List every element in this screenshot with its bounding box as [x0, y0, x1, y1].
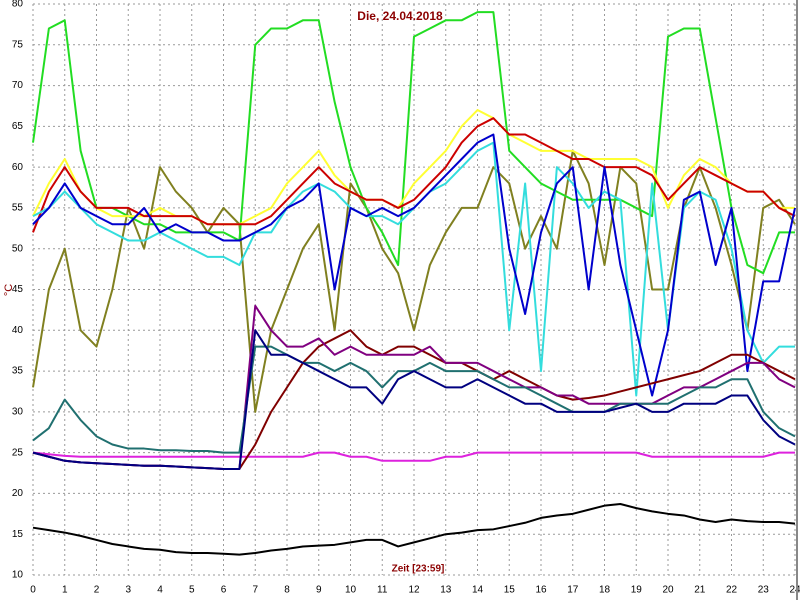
y-tick-label: 20 — [12, 488, 24, 499]
x-tick-label: 14 — [472, 585, 484, 596]
series-line — [32, 503, 796, 556]
x-tick-label: 20 — [662, 585, 674, 596]
series-line — [32, 109, 795, 226]
y-tick-label: 75 — [12, 39, 24, 50]
x-tick-label: 0 — [30, 585, 36, 596]
y-tick-label: 15 — [12, 529, 24, 540]
x-tick-label: 10 — [345, 585, 357, 596]
y-tick-label: 65 — [12, 121, 24, 132]
y-axis-label: °C — [3, 284, 15, 296]
x-tick-label: 13 — [440, 585, 452, 596]
series-line — [32, 11, 795, 275]
series-line — [32, 133, 796, 397]
series-line — [32, 451, 795, 462]
x-tick-label: 2 — [94, 585, 100, 596]
x-tick-label: 17 — [567, 585, 579, 596]
x-tick-label: 9 — [316, 585, 322, 596]
x-axis-label: Zeit [23:59] — [392, 564, 445, 575]
y-tick-label: 50 — [12, 243, 24, 254]
series-line — [32, 149, 796, 413]
y-tick-label: 60 — [12, 162, 24, 173]
x-tick-label: 1 — [62, 585, 68, 596]
x-tick-label: 23 — [758, 585, 770, 596]
x-tick-label: 6 — [221, 585, 227, 596]
y-tick-label: 55 — [12, 203, 24, 214]
x-tick-label: 5 — [189, 585, 195, 596]
plot — [32, 11, 796, 556]
y-tick-label: 30 — [12, 406, 24, 417]
x-tick-label: 19 — [631, 585, 643, 596]
series-line — [32, 117, 796, 233]
x-tick-label: 22 — [726, 585, 738, 596]
x-tick-label: 12 — [408, 585, 420, 596]
x-tick-label: 8 — [284, 585, 290, 596]
y-tick-label: 10 — [12, 570, 24, 581]
x-tick-label: 16 — [535, 585, 547, 596]
chart-title: Die, 24.04.2018 — [357, 9, 443, 23]
x-tick-label: 4 — [157, 585, 163, 596]
y-tick-label: 40 — [12, 325, 24, 336]
x-tick-label: 18 — [599, 585, 611, 596]
x-tick-label: 3 — [125, 585, 131, 596]
y-tick-label: 45 — [12, 284, 24, 295]
x-tick-label: 15 — [504, 585, 516, 596]
y-tick-label: 80 — [12, 0, 24, 10]
x-tick-label: 11 — [377, 585, 388, 596]
x-tick-label: 7 — [252, 585, 258, 596]
series-line — [32, 329, 796, 470]
y-tick-label: 70 — [12, 80, 24, 91]
x-tick-label: 21 — [694, 585, 706, 596]
x-tick-label: 24 — [789, 585, 800, 596]
y-tick-label: 25 — [12, 447, 24, 458]
y-tick-label: 35 — [12, 366, 24, 377]
